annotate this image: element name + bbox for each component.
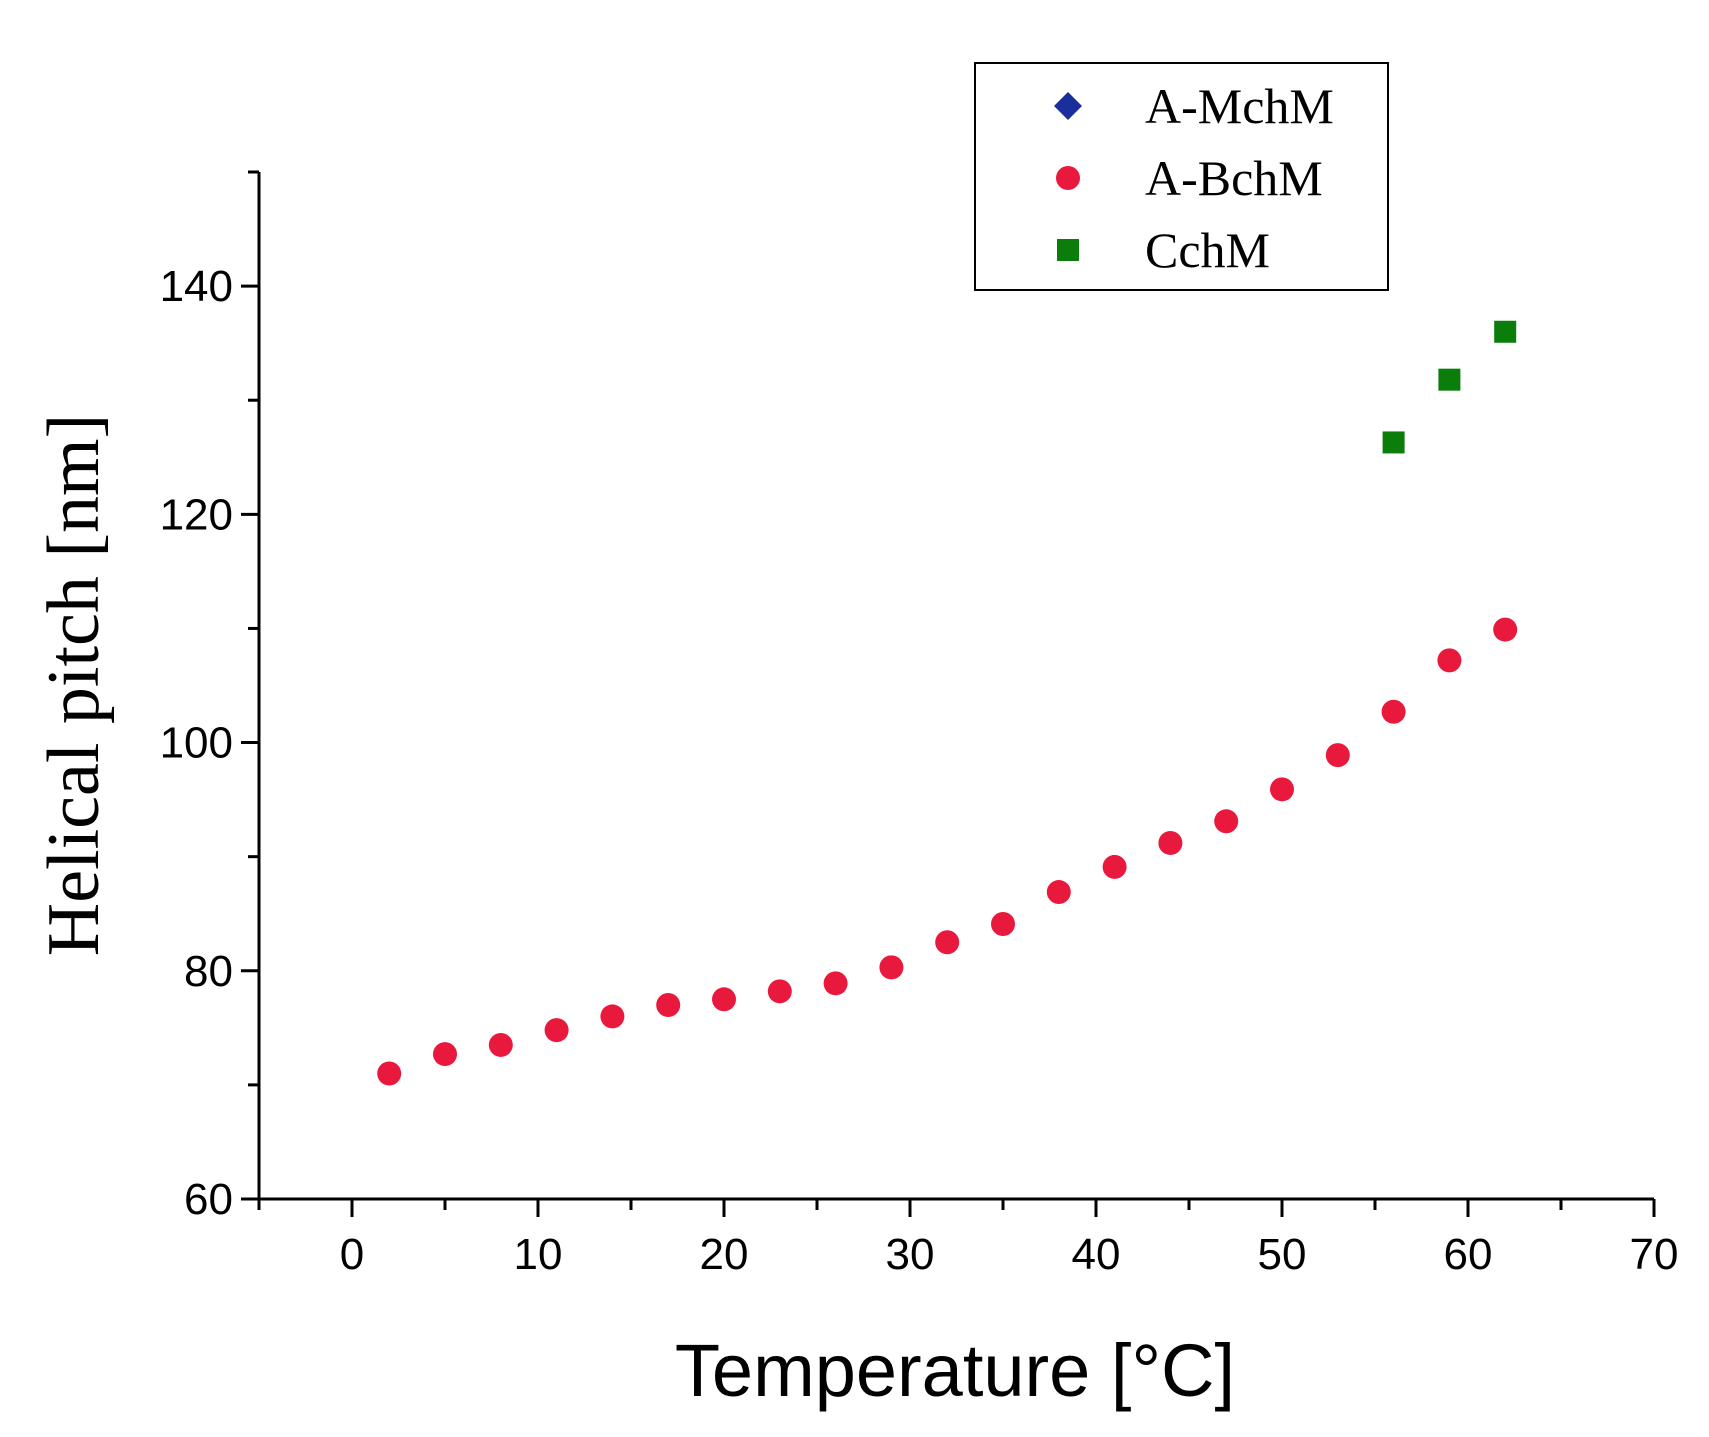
- data-point-series-2: [1494, 320, 1517, 343]
- data-point-series-1: [433, 1042, 457, 1067]
- data-point-series-1: [1158, 830, 1183, 855]
- legend-box: [974, 62, 1389, 291]
- data-point-series-1: [1381, 699, 1406, 724]
- data-point-series-1: [823, 971, 848, 996]
- legend-label-cchm: CchM: [1145, 222, 1270, 278]
- data-point-series-1: [1325, 743, 1350, 768]
- data-point-series-1: [991, 911, 1015, 936]
- data-point-series-2: [1438, 368, 1461, 391]
- data-point-series-1: [935, 930, 960, 955]
- data-point-series-1: [1046, 880, 1071, 905]
- legend-marker-series-0: [1054, 92, 1082, 120]
- legend-marker-series-2: [1057, 239, 1079, 261]
- x-tick-label: 50: [1258, 1230, 1307, 1279]
- y-tick-label: 140: [160, 262, 233, 311]
- data-point-series-1: [767, 979, 792, 1004]
- x-tick-label: 30: [886, 1230, 935, 1279]
- axes: [257, 172, 1654, 1201]
- x-tick-label: 40: [1072, 1230, 1121, 1279]
- data-points: [377, 320, 1518, 1086]
- data-point-series-1: [488, 1032, 513, 1057]
- data-point-series-1: [1214, 809, 1239, 834]
- data-point-series-1: [656, 993, 681, 1018]
- legend-label-a-bchm: A-BchM: [1145, 150, 1323, 206]
- legend: A-MchM A-BchM CchM: [974, 62, 1389, 291]
- x-tick-label: 70: [1630, 1230, 1679, 1279]
- data-point-series-1: [544, 1018, 569, 1043]
- data-point-series-1: [377, 1061, 402, 1086]
- data-point-series-1: [1102, 854, 1127, 879]
- data-point-series-1: [1270, 777, 1294, 802]
- legend-marker-series-1: [1056, 166, 1080, 190]
- legend-markers: [1054, 92, 1082, 261]
- data-point-series-1: [1437, 648, 1462, 673]
- y-tick-label: 80: [184, 947, 233, 996]
- data-point-series-1: [879, 955, 904, 980]
- data-point-series-1: [712, 987, 736, 1012]
- x-tick-label: 60: [1444, 1230, 1493, 1279]
- y-tick-label: 120: [160, 490, 233, 539]
- x-tick-label: 20: [700, 1230, 749, 1279]
- x-tick-label: 10: [514, 1230, 563, 1279]
- data-point-series-1: [1493, 617, 1518, 642]
- y-axis-title: Helical pitch [nm]: [33, 414, 115, 956]
- x-tick-label: 0: [340, 1230, 364, 1279]
- data-point-series-1: [600, 1004, 625, 1029]
- y-tick-label: 100: [160, 719, 233, 768]
- data-point-series-2: [1382, 431, 1405, 454]
- legend-label-a-mchm: A-MchM: [1145, 78, 1334, 134]
- x-axis-title: Temperature [°C]: [675, 1329, 1235, 1412]
- y-tick-label: 60: [184, 1175, 233, 1224]
- axis-ticks: 0 10 20 30 40 50 60 70 60 80 100 120 140: [160, 170, 1679, 1279]
